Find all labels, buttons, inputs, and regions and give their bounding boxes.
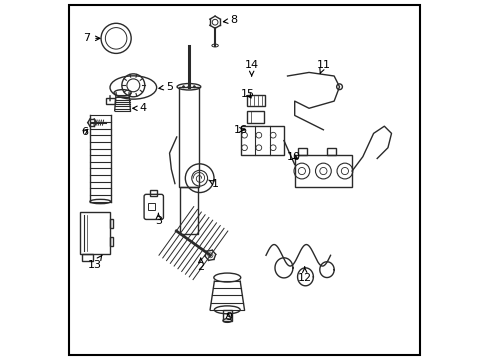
Bar <box>106 98 115 104</box>
Circle shape <box>193 86 195 88</box>
Text: 5: 5 <box>159 82 172 92</box>
Bar <box>109 237 113 246</box>
Text: 1: 1 <box>208 179 218 189</box>
Bar <box>247 111 263 123</box>
Bar <box>82 253 93 261</box>
Text: 7: 7 <box>83 33 100 43</box>
Bar <box>178 87 199 187</box>
Text: 6: 6 <box>81 127 88 136</box>
Bar <box>247 95 264 107</box>
Text: 12: 12 <box>297 267 311 283</box>
Text: 16: 16 <box>233 125 247 135</box>
Bar <box>148 203 155 211</box>
Bar <box>298 148 306 155</box>
Text: 13: 13 <box>87 255 102 270</box>
Text: 11: 11 <box>316 60 330 73</box>
Bar <box>80 212 109 253</box>
Bar <box>294 155 351 187</box>
Text: 14: 14 <box>244 60 258 76</box>
Text: 10: 10 <box>286 152 301 162</box>
Bar <box>223 310 231 320</box>
Text: 8: 8 <box>223 15 237 26</box>
Text: 9: 9 <box>224 312 231 322</box>
Text: 2: 2 <box>197 258 204 272</box>
Text: 3: 3 <box>155 213 162 226</box>
Bar <box>241 126 284 155</box>
Bar <box>150 190 157 197</box>
Bar <box>326 148 335 155</box>
Text: 15: 15 <box>241 89 255 99</box>
Circle shape <box>187 86 190 88</box>
Text: 4: 4 <box>133 103 146 113</box>
Circle shape <box>182 86 184 88</box>
Bar <box>180 187 197 234</box>
Bar <box>109 220 113 228</box>
